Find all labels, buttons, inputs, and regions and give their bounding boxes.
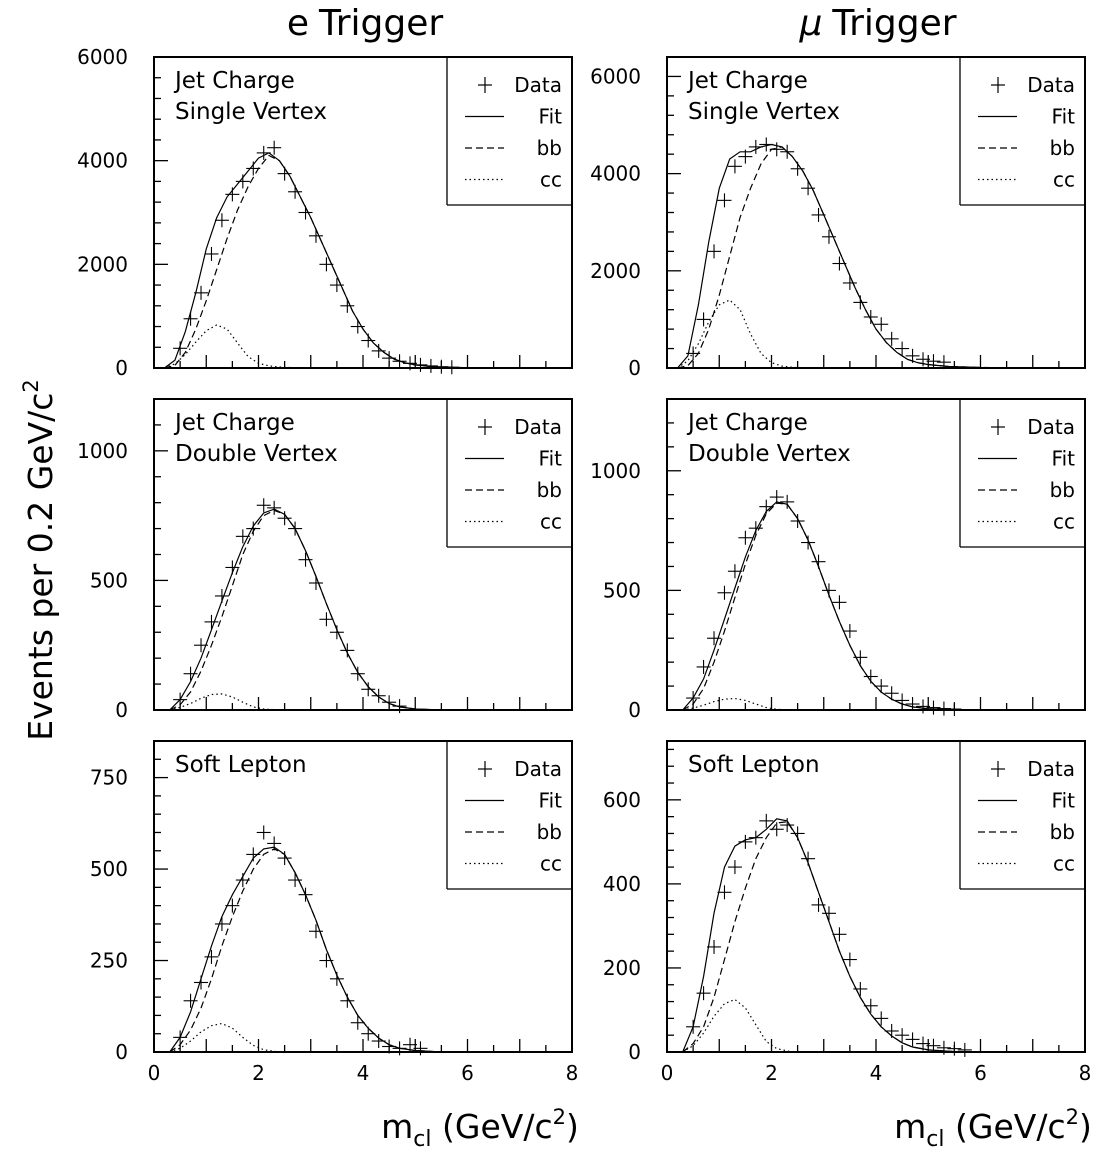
legend-data-label: Data <box>514 757 562 781</box>
series-bb-line <box>682 502 1085 711</box>
panel-label: Single Vertex <box>175 99 327 125</box>
legend-bb-label: bb <box>537 136 562 160</box>
series-cc-line <box>682 998 793 1053</box>
panel-label: Double Vertex <box>175 441 338 467</box>
x-axis-title-right: mcl (GeV/c2) <box>894 1105 1092 1152</box>
y-tick-label: 1000 <box>77 439 128 463</box>
y-tick-label: 2000 <box>77 252 128 276</box>
y-tick-label: 250 <box>90 949 128 973</box>
panel-2: 0 2000 4000 6000 Jet Charge Single Vertex Data… <box>590 56 1086 380</box>
series-data <box>686 490 962 717</box>
panel-6: 0 200 400 600 0 2 4 6 8 Soft Lepton Data Fit bb cc <box>603 740 1092 1085</box>
x-tick-label: 2 <box>252 1061 265 1085</box>
series-cc-line <box>677 299 835 369</box>
legend-cc-label: cc <box>1053 852 1075 876</box>
legend-data-label: Data <box>1027 757 1075 781</box>
legend-bb-label: bb <box>537 820 562 844</box>
y-tick-label: 500 <box>90 857 128 881</box>
column-title-mu: μ Trigger <box>798 3 956 44</box>
panel-label: Jet Charge <box>173 410 295 436</box>
y-tick-label: 0 <box>115 356 128 380</box>
x-tick-label: 4 <box>870 1061 883 1085</box>
legend-fit-label: Fit <box>539 789 563 813</box>
x-tick-label: 8 <box>1079 1061 1092 1085</box>
y-tick-label: 4000 <box>590 162 641 186</box>
legend-data-label: Data <box>1027 415 1075 439</box>
x-tick-label: 6 <box>974 1061 987 1085</box>
panel-label: Double Vertex <box>688 441 851 467</box>
y-tick-label: 500 <box>90 568 128 592</box>
panel-label: Single Vertex <box>688 99 840 125</box>
legend-cc-label: cc <box>540 852 562 876</box>
series-bb-line <box>677 146 1085 369</box>
y-tick-label: 200 <box>603 956 641 980</box>
series-cc-line <box>169 693 280 711</box>
legend-cc-label: cc <box>1053 510 1075 534</box>
y-tick-label: 600 <box>603 788 641 812</box>
panel-3: 0 500 1000 Jet Charge Double Vertex Data Fit bb… <box>77 398 573 722</box>
panel-5: 0 250 500 750 0 2 4 6 8 Soft Lepton Data Fit bb cc <box>90 740 579 1085</box>
y-tick-label: 750 <box>90 766 128 790</box>
x-tick-label: 0 <box>661 1061 674 1085</box>
legend-bb-label: bb <box>1050 820 1075 844</box>
panel-label: Jet Charge <box>173 68 295 94</box>
legend-bb-label: bb <box>1050 478 1075 502</box>
panel-label: Jet Charge <box>686 68 808 94</box>
legend-cc-label: cc <box>540 510 562 534</box>
series-bb-line <box>682 821 1085 1053</box>
y-tick-label: 0 <box>628 1040 641 1064</box>
y-tick-label: 500 <box>603 578 641 602</box>
y-tick-label: 400 <box>603 872 641 896</box>
legend-cc-label: cc <box>1053 168 1075 192</box>
legend-bb-label: bb <box>1050 136 1075 160</box>
legend-fit-label: Fit <box>1052 105 1076 129</box>
y-tick-label: 1000 <box>590 459 641 483</box>
legend-fit-label: Fit <box>1052 789 1076 813</box>
x-tick-label: 4 <box>357 1061 370 1085</box>
legend-bb-label: bb <box>537 478 562 502</box>
series-bb-line <box>169 848 572 1053</box>
y-axis-title: Events per 0.2 GeV/c2 <box>19 379 60 741</box>
panel-label: Soft Lepton <box>688 752 820 778</box>
x-tick-label: 2 <box>765 1061 778 1085</box>
legend-data-label: Data <box>514 415 562 439</box>
x-axis-title-left: mcl (GeV/c2) <box>381 1105 579 1152</box>
legend-fit-label: Fit <box>539 447 563 471</box>
legend-data-label: Data <box>1027 73 1075 97</box>
y-tick-label: 0 <box>115 698 128 722</box>
legend-data-label: Data <box>514 73 562 97</box>
y-tick-label: 0 <box>628 698 641 722</box>
x-tick-label: 8 <box>566 1061 579 1085</box>
column-title-e: e Trigger <box>287 3 444 44</box>
legend-cc-label: cc <box>540 168 562 192</box>
x-tick-label: 6 <box>461 1061 474 1085</box>
y-tick-label: 6000 <box>77 45 128 69</box>
y-tick-label: 2000 <box>590 259 641 283</box>
y-tick-label: 4000 <box>77 149 128 173</box>
y-tick-label: 6000 <box>590 64 641 88</box>
panel-label: Jet Charge <box>686 410 808 436</box>
panel-label: Soft Lepton <box>175 752 307 778</box>
y-tick-label: 0 <box>115 1040 128 1064</box>
panel-4: 0 500 1000 Jet Charge Double Vertex Data Fit bb… <box>590 398 1086 722</box>
panel-1: 0 2000 4000 6000 Jet Charge Single Vertex Data… <box>77 45 573 380</box>
y-tick-label: 0 <box>628 356 641 380</box>
x-tick-label: 0 <box>148 1061 161 1085</box>
series-bb-line <box>169 509 572 711</box>
legend-fit-label: Fit <box>1052 447 1076 471</box>
series-bb-line <box>164 154 572 369</box>
legend-fit-label: Fit <box>539 105 563 129</box>
